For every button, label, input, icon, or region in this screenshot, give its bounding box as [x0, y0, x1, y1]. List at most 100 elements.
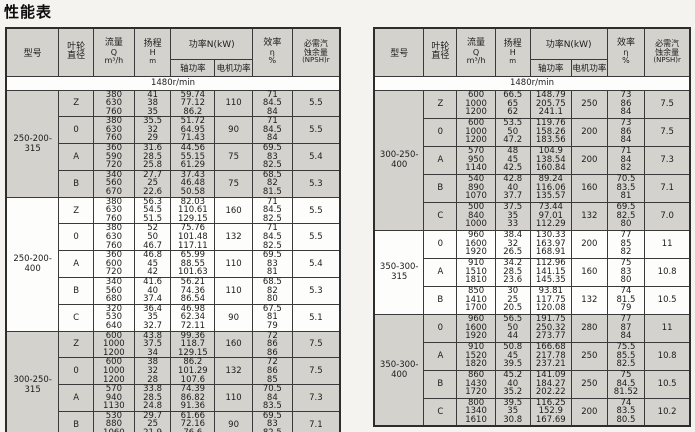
impeller-variant-cell: B — [58, 169, 94, 198]
shaft-power-cell: 59.74 77.12 86.2 — [170, 89, 216, 118]
speed-row: 1480r/min — [5, 75, 341, 91]
impeller-variant-cell: Z — [58, 196, 94, 225]
table-row: B 540 890 1070 42.8 40 37.7 89.24 116.06 135.57 16… — [374, 173, 691, 203]
efficiency-cell: 77 87 84 — [606, 313, 646, 343]
shaft-power-cell: 130.33 163.97 168.91 — [529, 229, 572, 259]
impeller-variant-cell: A — [423, 257, 458, 287]
flow-cell: 360 600 720 — [93, 250, 135, 278]
col-header-motor-power: 电机功率 — [570, 58, 608, 77]
efficiency-cell: 74 83.5 80.5 — [606, 397, 646, 427]
model-cell: 300-250-315 — [5, 330, 60, 432]
impeller-variant-cell: 0 — [423, 117, 458, 147]
shaft-power-cell: 73.44 97.01 112.29 — [529, 201, 572, 231]
table-row: B530880106029.72521.961.6672.1676.69069.… — [6, 410, 341, 432]
impeller-variant-cell: A — [58, 250, 94, 278]
col-header-motor-power: 电机功率 — [214, 58, 253, 77]
flow-cell: 360 590 720 — [93, 143, 135, 171]
shaft-power-cell: 141.09 184.27 202.22 — [529, 369, 572, 399]
impeller-variant-cell: B — [423, 369, 458, 399]
motor-power-cell: 160 — [570, 173, 608, 203]
flow-cell: 340 560 670 — [93, 169, 135, 198]
npsh-cell: 5.5 — [291, 196, 341, 225]
col-header-npsh: 必需汽 蚀余量 (NPSH)r — [644, 27, 691, 77]
motor-power-cell: 75 — [214, 169, 253, 198]
impeller-variant-cell: B — [423, 285, 458, 315]
flow-cell: 5308801060 — [93, 410, 135, 432]
npsh-cell: 10.5 — [644, 285, 691, 315]
npsh-cell: 5.3 — [291, 276, 341, 305]
flow-cell: 910 1510 1810 — [456, 257, 496, 287]
motor-power-cell: 75 — [214, 143, 253, 171]
efficiency-cell: 71 84.5 82.5 — [251, 223, 293, 252]
head-cell: 43.8 37.5 34 — [133, 330, 172, 359]
motor-power-cell: 110 — [214, 276, 253, 305]
efficiency-cell: 67.5 81 79 — [251, 303, 293, 332]
shaft-power-cell: 148.79 205.75 241.1 — [529, 89, 572, 119]
motor-power-cell: 132 — [214, 223, 253, 252]
npsh-cell: 5.4 — [291, 250, 341, 278]
table-row: B 340 560 670 27.7 25 22.6 37.43 46.48 50.58 75 68.… — [6, 169, 341, 198]
impeller-variant-cell: A — [423, 341, 458, 371]
table-row: 250-200-315 Z 380 630 760 41 38 35 59.74 77.12 86.… — [5, 89, 341, 198]
table-row: 250-200-400 Z 380 630 760 56.3 54.5 51.5 82.03 11… — [5, 196, 341, 332]
speed-value: 1480r/min — [5, 75, 341, 91]
col-header-model: 型号 — [373, 27, 425, 77]
head-cell: 29.72521.9 — [133, 410, 172, 432]
model-cell: 250-200-315 — [5, 89, 60, 198]
motor-power-cell: 90 — [214, 410, 253, 432]
shaft-power-cell: 86.2 101.29 107.6 — [170, 357, 216, 386]
flow-cell: 380 630 760 — [93, 196, 135, 225]
motor-power-cell: 160 — [214, 196, 253, 225]
motor-power-cell: 200 — [570, 145, 608, 175]
impeller-variant-cell: 0 — [423, 313, 458, 343]
npsh-cell: 7.1 — [644, 173, 691, 203]
npsh-cell: 10.8 — [644, 257, 691, 287]
head-cell: 30 25 20.5 — [494, 285, 531, 315]
header-subrow: 轴功率 电机功率 — [374, 58, 690, 77]
shaft-power-cell: 44.56 55.15 61.29 — [170, 143, 216, 171]
impeller-variant-cell: 0 — [58, 357, 94, 386]
npsh-cell: 11 — [644, 313, 691, 343]
npsh-cell: 5.1 — [291, 303, 341, 332]
motor-power-cell: 280 — [570, 313, 608, 343]
efficiency-cell: 72 86 86 — [251, 330, 293, 359]
speed-value: 1480r/min — [373, 75, 691, 91]
flow-cell: 340 560 680 — [93, 276, 135, 305]
motor-power-cell: 160 — [570, 257, 608, 287]
flow-cell: 380 630 760 — [93, 89, 135, 118]
shaft-power-cell: 104.9 138.54 160.84 — [529, 145, 572, 175]
head-cell: 52 50 46.7 — [133, 223, 172, 252]
motor-power-cell: 200 — [570, 117, 608, 147]
impeller-variant-cell: Z — [58, 330, 94, 359]
npsh-cell: 7.0 — [644, 201, 691, 231]
col-header-model: 型号 — [5, 27, 60, 77]
efficiency-cell: 71 84 82 — [606, 145, 646, 175]
table-row: 350-300-400 0 960 1600 1920 56.5 50 44 191.75 250… — [373, 313, 691, 427]
head-cell: 37.5 35 33 — [494, 201, 531, 231]
flow-cell: 600 1000 1200 — [93, 357, 135, 386]
impeller-variant-cell: C — [423, 201, 458, 231]
head-cell: 46.8 45 42 — [133, 250, 172, 278]
motor-power-cell: 132 — [570, 201, 608, 231]
motor-power-cell: 200 — [570, 229, 608, 259]
npsh-cell: 5.4 — [291, 143, 341, 171]
model-cell: 300-250-400 — [373, 89, 425, 231]
shaft-power-cell: 116.25 152.9 167.69 — [529, 397, 572, 427]
flow-cell: 860 1430 1720 — [456, 369, 496, 399]
table-row: 300-250-315 Z 600 1000 1200 43.8 37.5 34 99.36 11… — [5, 330, 341, 432]
table-row: A 570 940 1130 33.8 28.5 24.8 74.39 86.82 91.36 11… — [6, 384, 341, 412]
head-cell: 42.8 40 37.7 — [494, 173, 531, 203]
npsh-cell: 7.5 — [644, 89, 691, 119]
col-header-shaft-power: 轴功率 — [170, 58, 216, 77]
head-cell: 34.2 28.5 23.6 — [494, 257, 531, 287]
npsh-cell: 10.8 — [644, 341, 691, 371]
head-cell: 35.5 32 29 — [133, 116, 172, 145]
